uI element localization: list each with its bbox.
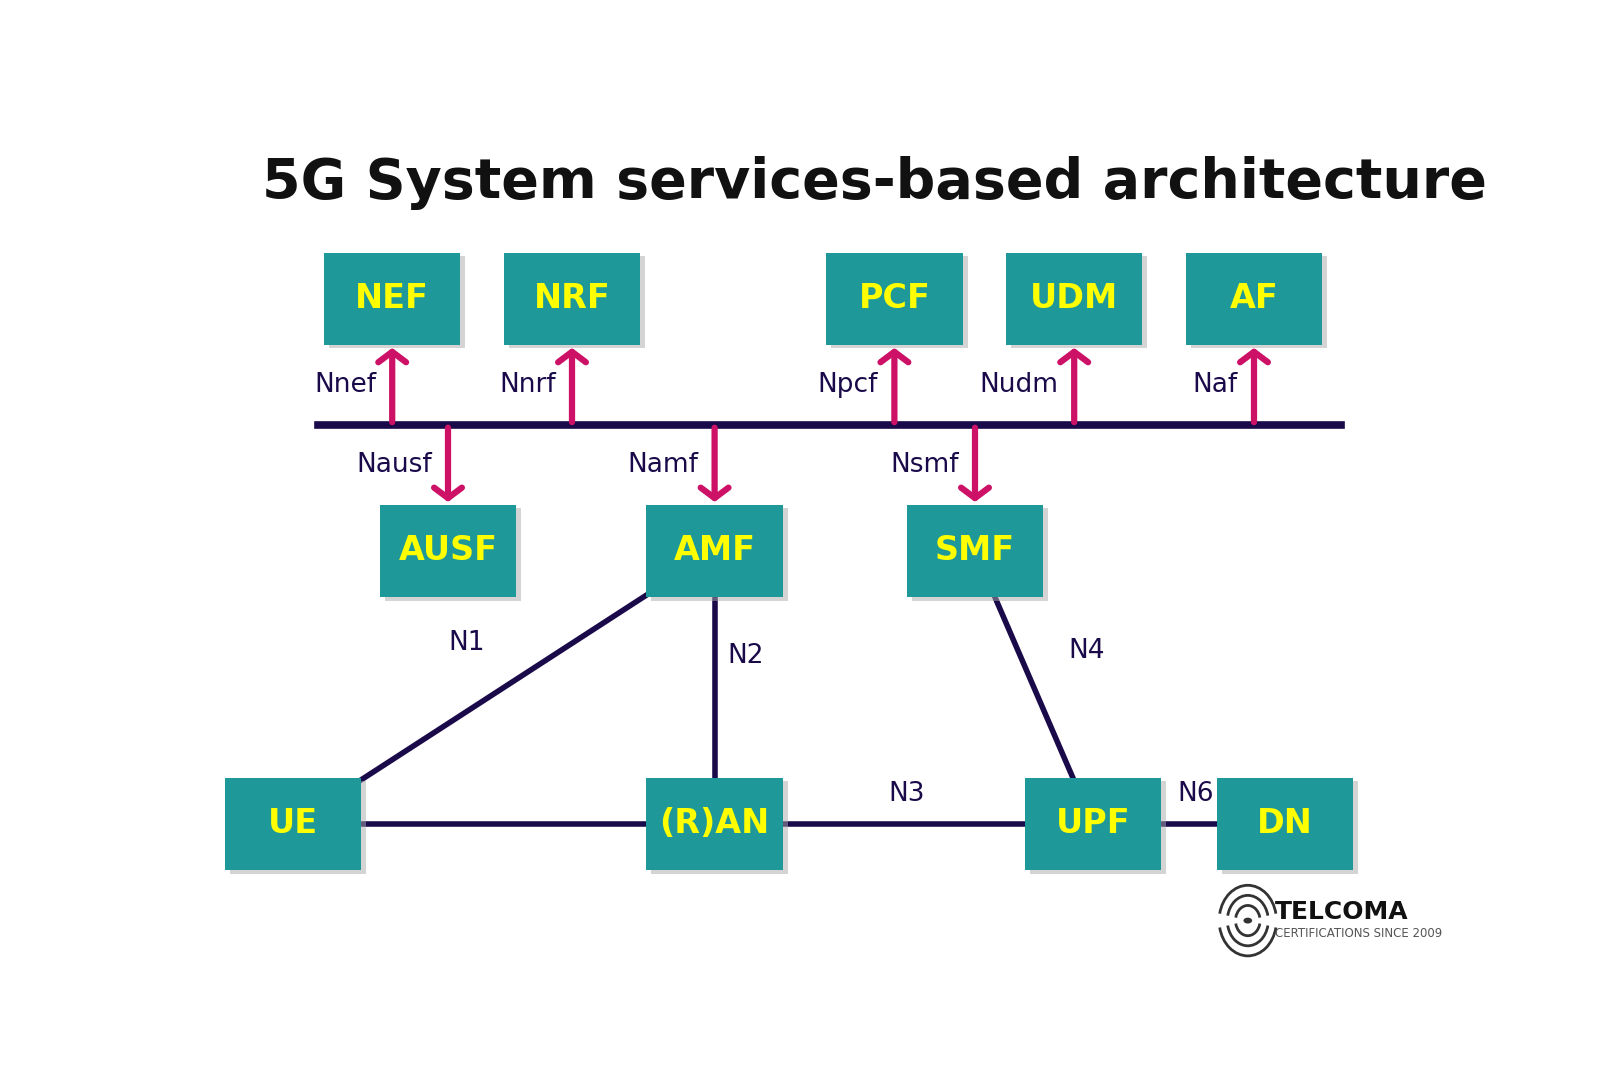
Text: Nnrf: Nnrf [499,372,555,398]
FancyBboxPatch shape [224,778,362,871]
FancyBboxPatch shape [1222,781,1358,874]
Text: TELCOMA: TELCOMA [1275,900,1408,924]
Text: SMF: SMF [934,535,1014,567]
Text: Naf: Naf [1192,372,1238,398]
FancyBboxPatch shape [830,256,968,348]
Text: AUSF: AUSF [398,535,498,567]
Text: N2: N2 [726,643,763,669]
FancyBboxPatch shape [651,781,787,874]
FancyBboxPatch shape [330,256,466,348]
FancyBboxPatch shape [509,256,645,348]
FancyBboxPatch shape [1186,253,1322,345]
Text: N1: N1 [448,630,485,656]
Text: AMF: AMF [674,535,755,567]
Text: UPF: UPF [1056,807,1130,840]
Text: N4: N4 [1069,638,1104,664]
Text: AF: AF [1230,283,1278,315]
Circle shape [1243,918,1253,923]
FancyBboxPatch shape [646,778,782,871]
FancyBboxPatch shape [1006,253,1142,345]
FancyBboxPatch shape [912,508,1048,600]
FancyBboxPatch shape [826,253,963,345]
Text: Nudm: Nudm [979,372,1058,398]
Text: Namf: Namf [627,452,699,478]
FancyBboxPatch shape [651,508,787,600]
FancyBboxPatch shape [230,781,366,874]
FancyBboxPatch shape [384,508,522,600]
FancyBboxPatch shape [1190,256,1326,348]
FancyBboxPatch shape [1029,781,1166,874]
Text: CERTIFICATIONS SINCE 2009: CERTIFICATIONS SINCE 2009 [1275,926,1442,939]
Text: Nausf: Nausf [357,452,432,478]
Text: Nnef: Nnef [314,372,376,398]
Text: Npcf: Npcf [818,372,878,398]
Text: 5G System services-based architecture: 5G System services-based architecture [262,156,1486,211]
Text: N6: N6 [1178,781,1214,807]
Text: (R)AN: (R)AN [659,807,770,840]
FancyBboxPatch shape [323,253,461,345]
FancyBboxPatch shape [907,505,1043,597]
FancyBboxPatch shape [379,505,517,597]
Text: N3: N3 [888,781,925,807]
Text: UDM: UDM [1030,283,1118,315]
FancyBboxPatch shape [646,505,782,597]
Text: DN: DN [1258,807,1314,840]
FancyBboxPatch shape [1216,778,1354,871]
Text: UE: UE [267,807,318,840]
Text: PCF: PCF [859,283,930,315]
FancyBboxPatch shape [504,253,640,345]
Text: NEF: NEF [355,283,429,315]
Text: Nsmf: Nsmf [890,452,958,478]
Text: NRF: NRF [534,283,610,315]
FancyBboxPatch shape [1024,778,1162,871]
FancyBboxPatch shape [1011,256,1147,348]
